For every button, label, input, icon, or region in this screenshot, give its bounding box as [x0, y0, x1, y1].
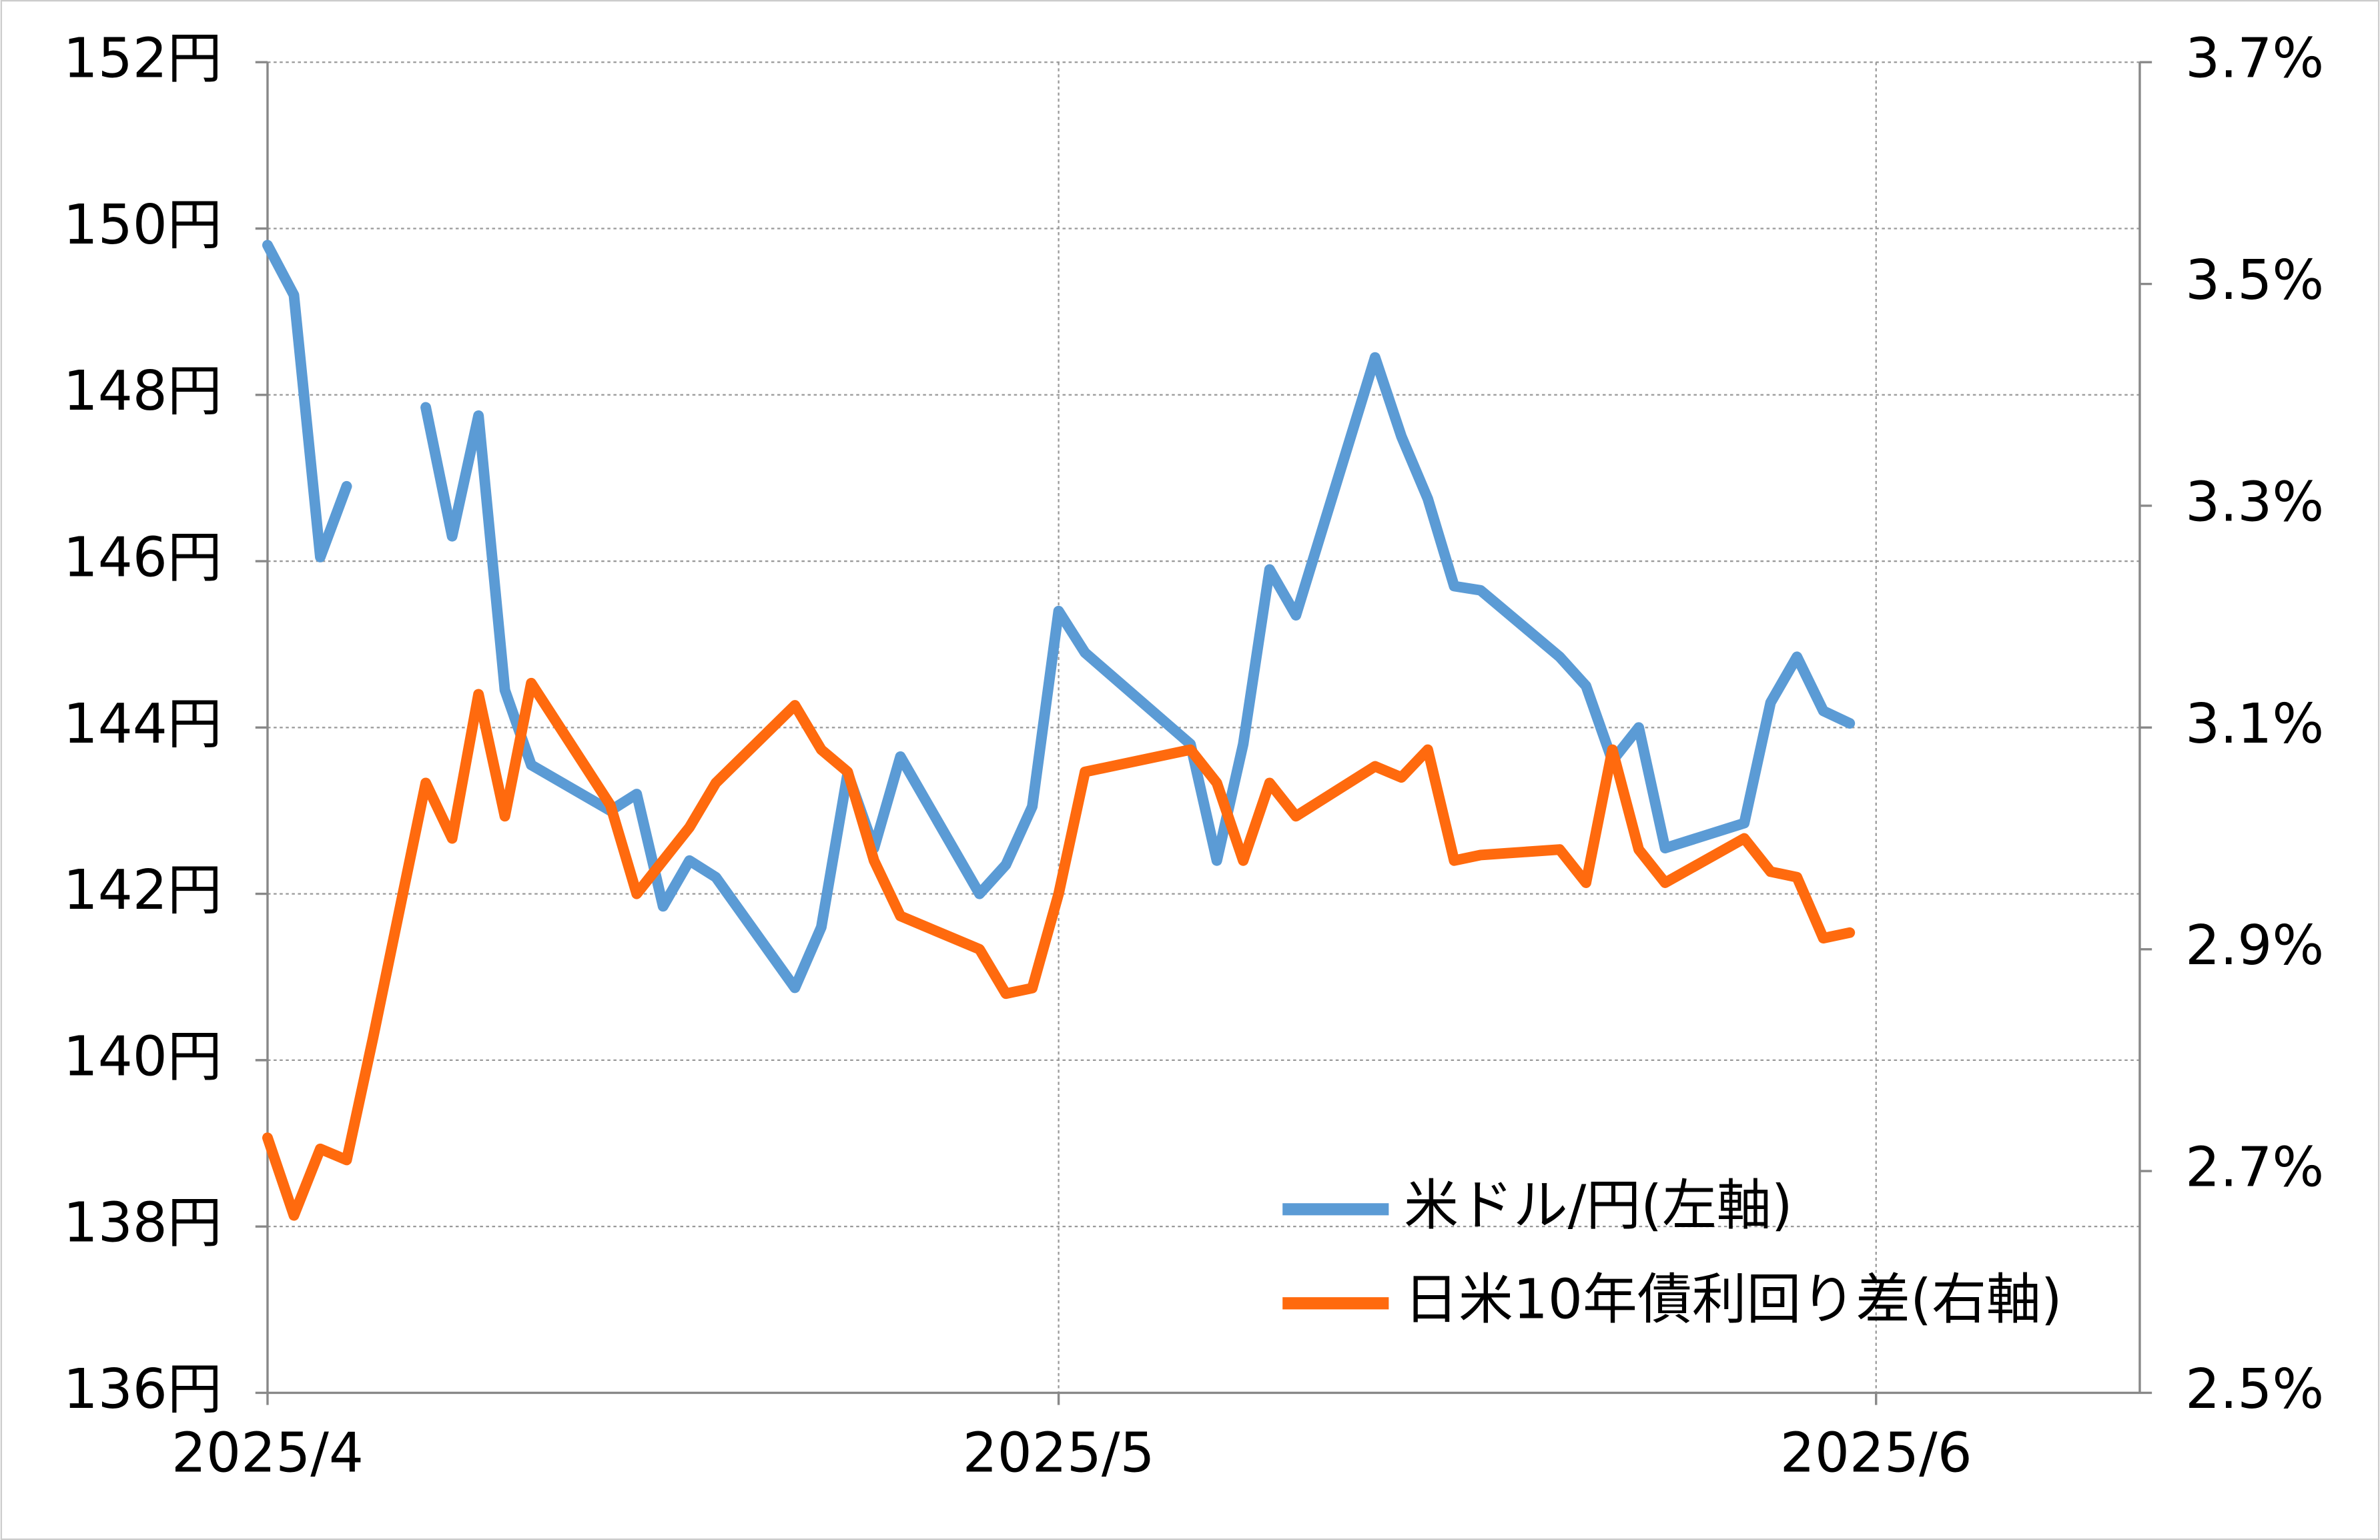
y-tick-label: 144円 — [63, 693, 222, 756]
y-tick-label: 142円 — [63, 859, 222, 922]
y-tick-label: 152円 — [63, 27, 222, 91]
y-tick-label: 148円 — [63, 360, 222, 423]
series-line — [262, 240, 1856, 994]
y-tick-label: 140円 — [63, 1025, 222, 1088]
x-tick-label: 2025/4 — [171, 1421, 364, 1485]
series-line — [262, 677, 1856, 1221]
y-tick-label: 150円 — [63, 194, 222, 257]
y2-tick-label: 3.1% — [2185, 693, 2324, 756]
legend-label: 米ドル/円(左軸) — [1404, 1174, 1793, 1238]
y-tick-label: 146円 — [63, 526, 222, 590]
y-tick-label: 138円 — [63, 1192, 222, 1255]
y2-tick-label: 2.9% — [2185, 914, 2324, 978]
y2-tick-label: 2.7% — [2185, 1136, 2324, 1200]
x-tick-label: 2025/6 — [1780, 1421, 1972, 1485]
y2-tick-label: 3.7% — [2185, 27, 2324, 91]
x-tick-label: 2025/5 — [963, 1421, 1155, 1485]
legend-label: 日米10年債利回り差(右軸) — [1404, 1268, 2062, 1332]
y2-tick-label: 3.5% — [2185, 249, 2324, 312]
y-tick-label: 136円 — [63, 1358, 222, 1421]
y2-tick-label: 3.3% — [2185, 470, 2324, 534]
y2-tick-label: 2.5% — [2185, 1358, 2324, 1421]
